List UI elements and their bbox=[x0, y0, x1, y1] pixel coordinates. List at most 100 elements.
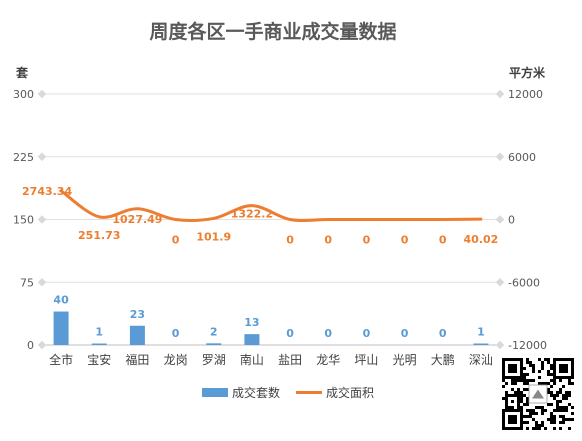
qr-module bbox=[529, 415, 532, 418]
qr-module bbox=[568, 391, 571, 394]
qr-module bbox=[514, 394, 517, 397]
qr-module bbox=[526, 409, 529, 412]
category-label: 全市 bbox=[49, 352, 73, 367]
bar-data-label: 1 bbox=[477, 326, 485, 339]
qr-module bbox=[505, 406, 508, 409]
bar-data-label: 0 bbox=[324, 327, 332, 340]
qr-module bbox=[535, 424, 538, 427]
qr-module bbox=[550, 403, 553, 406]
qr-module bbox=[502, 397, 505, 400]
left-tick-label: 75 bbox=[20, 276, 34, 289]
bar bbox=[206, 343, 222, 345]
qr-module bbox=[520, 391, 523, 394]
qr-module bbox=[547, 391, 550, 394]
qr-module bbox=[571, 412, 574, 415]
qr-module bbox=[526, 373, 529, 376]
qr-module bbox=[550, 418, 553, 421]
qr-module bbox=[523, 388, 526, 391]
qr-module bbox=[541, 412, 544, 415]
qr-module bbox=[505, 397, 508, 400]
bar bbox=[53, 311, 69, 345]
qr-module bbox=[511, 394, 514, 397]
line-data-label: 1322.2 bbox=[231, 208, 273, 221]
bar-data-label: 2 bbox=[210, 325, 218, 338]
right-tick-label: 12000 bbox=[508, 88, 543, 101]
legend-label-bar: 成交套数 bbox=[232, 385, 280, 400]
line-data-label: 251.73 bbox=[78, 229, 120, 242]
qr-module bbox=[526, 427, 529, 430]
qr-module bbox=[547, 373, 550, 376]
left-tick-label: 300 bbox=[13, 88, 34, 101]
qr-module bbox=[532, 379, 535, 382]
qr-module bbox=[550, 367, 553, 370]
qr-module bbox=[568, 418, 571, 421]
qr-module bbox=[571, 382, 574, 385]
line-data-label: 0 bbox=[286, 234, 294, 247]
qr-module bbox=[559, 421, 562, 424]
qr-module bbox=[505, 400, 508, 403]
qr-module bbox=[505, 394, 508, 397]
qr-module bbox=[547, 382, 550, 385]
qr-module bbox=[553, 397, 556, 400]
gridline-marker bbox=[495, 340, 505, 350]
qr-module bbox=[505, 391, 508, 394]
qr-module bbox=[553, 394, 556, 397]
qr-module bbox=[538, 370, 541, 373]
qr-module bbox=[532, 409, 535, 412]
qr-module bbox=[526, 388, 529, 391]
line-data-label: 40.02 bbox=[464, 233, 499, 246]
qr-module bbox=[550, 379, 553, 382]
right-axis-unit: 平方米 bbox=[509, 65, 546, 80]
qr-module bbox=[571, 418, 574, 421]
qr-module bbox=[523, 394, 526, 397]
category-label: 龙华 bbox=[316, 353, 340, 367]
qr-module bbox=[508, 394, 511, 397]
qr-module bbox=[535, 421, 538, 424]
qr-module bbox=[568, 427, 571, 430]
category-label: 宝安 bbox=[87, 352, 111, 367]
qr-module bbox=[547, 403, 550, 406]
qr-module bbox=[538, 382, 541, 385]
qr-module bbox=[550, 391, 553, 394]
qr-module bbox=[520, 397, 523, 400]
qr-module bbox=[538, 358, 541, 361]
bar bbox=[244, 334, 260, 345]
right-axis-ticks: -12000 -6000 0 6000 12000 bbox=[508, 88, 547, 352]
qr-module bbox=[532, 364, 535, 367]
gridlines bbox=[37, 89, 505, 350]
qr-module bbox=[568, 382, 571, 385]
qr-module bbox=[544, 409, 547, 412]
qr-module bbox=[556, 391, 559, 394]
right-tick-label: 0 bbox=[508, 214, 515, 227]
gridline-marker bbox=[37, 89, 47, 99]
bar-data-label: 40 bbox=[53, 294, 69, 307]
qr-module bbox=[559, 409, 562, 412]
bar-data-label: 0 bbox=[286, 327, 294, 340]
qr-module bbox=[526, 361, 529, 364]
qr-module bbox=[559, 427, 562, 430]
qr-module bbox=[538, 376, 541, 379]
qr-module bbox=[526, 421, 529, 424]
qr-finder bbox=[559, 364, 568, 373]
qr-module bbox=[505, 403, 508, 406]
qr-module bbox=[511, 388, 514, 391]
line-data-label: 0 bbox=[172, 234, 180, 247]
right-tick-label: -6000 bbox=[508, 276, 540, 289]
qr-module bbox=[538, 427, 541, 430]
gridline-marker bbox=[37, 215, 47, 224]
qr-module bbox=[517, 406, 520, 409]
qr-module bbox=[541, 409, 544, 412]
qr-module bbox=[562, 394, 565, 397]
line-data-label: 0 bbox=[401, 234, 409, 247]
gridline-marker bbox=[495, 215, 505, 224]
qr-module bbox=[517, 379, 520, 382]
line-path bbox=[59, 189, 483, 223]
qr-module bbox=[523, 403, 526, 406]
qr-module bbox=[526, 397, 529, 400]
qr-module bbox=[523, 421, 526, 424]
qr-module bbox=[502, 385, 505, 388]
qr-module bbox=[532, 412, 535, 415]
